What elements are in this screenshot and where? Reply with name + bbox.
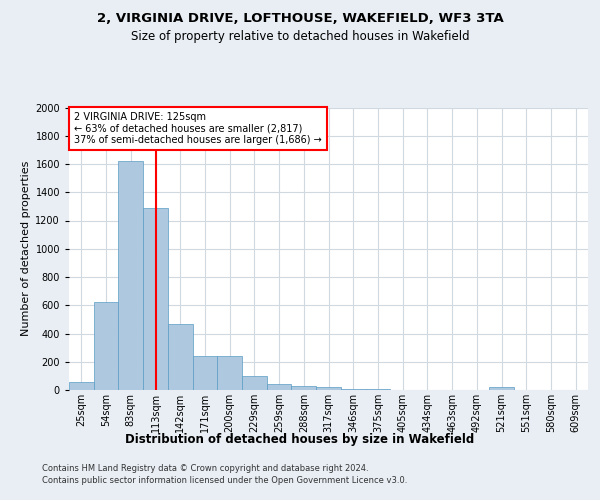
- Bar: [217, 356, 242, 390]
- Y-axis label: Number of detached properties: Number of detached properties: [21, 161, 31, 336]
- Bar: [341, 388, 365, 390]
- Bar: [242, 376, 267, 390]
- Text: 2 VIRGINIA DRIVE: 125sqm
← 63% of detached houses are smaller (2,817)
37% of sem: 2 VIRGINIA DRIVE: 125sqm ← 63% of detach…: [74, 112, 322, 145]
- Text: Size of property relative to detached houses in Wakefield: Size of property relative to detached ho…: [131, 30, 469, 43]
- Text: Contains public sector information licensed under the Open Government Licence v3: Contains public sector information licen…: [42, 476, 407, 485]
- Bar: [292, 386, 316, 390]
- Bar: [267, 384, 292, 390]
- Text: Distribution of detached houses by size in Wakefield: Distribution of detached houses by size …: [125, 432, 475, 446]
- Text: 2, VIRGINIA DRIVE, LOFTHOUSE, WAKEFIELD, WF3 3TA: 2, VIRGINIA DRIVE, LOFTHOUSE, WAKEFIELD,…: [97, 12, 503, 26]
- Text: Contains HM Land Registry data © Crown copyright and database right 2024.: Contains HM Land Registry data © Crown c…: [42, 464, 368, 473]
- Bar: [69, 382, 94, 390]
- Bar: [193, 356, 217, 390]
- Bar: [94, 302, 118, 390]
- Bar: [168, 324, 193, 390]
- Bar: [316, 387, 341, 390]
- Bar: [143, 208, 168, 390]
- Bar: [118, 161, 143, 390]
- Bar: [365, 388, 390, 390]
- Bar: [489, 387, 514, 390]
